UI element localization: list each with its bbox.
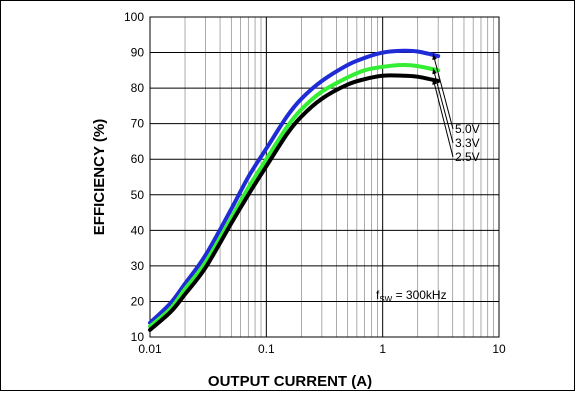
y-tick-label: 50 <box>131 188 145 202</box>
y-tick-labels: 10 20 30 40 50 60 70 80 90 100 <box>124 10 144 344</box>
y-axis-label: EFFICIENCY (%) <box>91 119 108 235</box>
x-tick-labels: 0.01 0.1 1 10 <box>138 342 506 356</box>
switching-frequency-annotation: fSW = 300kHz <box>376 288 447 304</box>
y-tick-label: 90 <box>131 46 145 60</box>
series-line-3.3V <box>148 62 441 329</box>
y-tick-label: 60 <box>131 152 145 166</box>
y-tick-label: 80 <box>131 81 145 95</box>
series-line-5.0V <box>148 48 441 325</box>
leader-arrowhead <box>432 54 437 61</box>
y-tick-label: 100 <box>124 10 144 24</box>
series-label-2.5V: 2.5V <box>455 150 480 164</box>
plot-area-border <box>149 16 500 338</box>
x-tick-label: 0.1 <box>258 342 275 356</box>
series-labels: 5.0V3.3V2.5V <box>455 122 480 164</box>
y-tick-label: 20 <box>131 294 145 308</box>
legend-leader-lines <box>432 53 454 158</box>
y-tick-label: 10 <box>131 330 145 344</box>
annotation-subscript: SW <box>379 295 392 304</box>
leader-line <box>432 68 454 144</box>
leader-line <box>432 53 454 130</box>
x-axis-label: OUTPUT CURRENT (A) <box>208 373 372 390</box>
y-tick-label: 30 <box>131 259 145 273</box>
annotation-rest: = 300kHz <box>392 288 446 302</box>
series-line-2.5V <box>148 73 441 332</box>
series-lines <box>148 48 441 332</box>
y-tick-label: 70 <box>131 117 145 131</box>
x-tick-label: 0.01 <box>138 342 162 356</box>
y-tick-label: 40 <box>131 223 145 237</box>
leader-arrowhead <box>432 68 437 75</box>
leader-line <box>432 78 454 158</box>
x-tick-label: 10 <box>492 342 506 356</box>
series-label-5.0V: 5.0V <box>455 122 480 136</box>
annotation-main: f <box>376 288 380 302</box>
leader-arrowhead <box>432 79 437 85</box>
x-tick-label: 1 <box>379 342 386 356</box>
series-label-3.3V: 3.3V <box>455 136 480 150</box>
